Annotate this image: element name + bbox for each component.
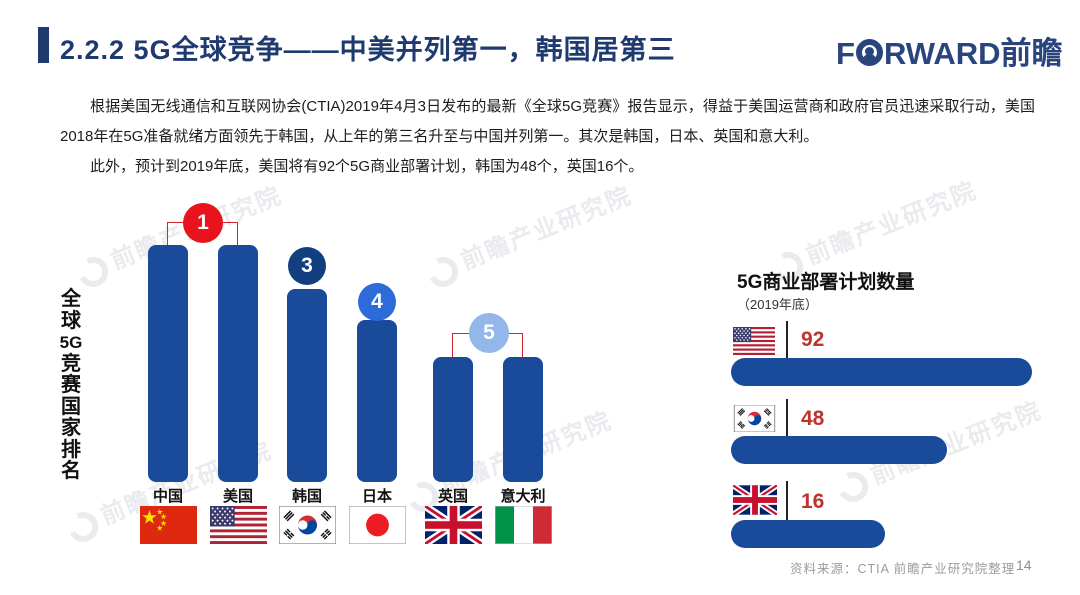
rank-badge-4: 4 (358, 283, 396, 321)
deployment-chart-title: 5G商业部署计划数量 (737, 272, 915, 293)
deployment-value-uk: 16 (801, 490, 825, 513)
italy-flag-icon (495, 506, 552, 544)
axis-tick (786, 399, 788, 437)
rank-bar-usa (218, 245, 258, 482)
deployment-bar-korea (731, 436, 947, 464)
logo-text-back: RWARD前瞻 (883, 36, 1063, 71)
watermark-swoosh-icon (834, 467, 872, 506)
deployment-value-usa: 92 (801, 328, 825, 351)
bar-label-japan: 日本 (361, 488, 392, 505)
south-korea-flag-icon (279, 506, 336, 544)
intro-text-block: 根据美国无线通信和互联网协会(CTIA)2019年4月3日发布的最新《全球5G竞… (60, 92, 1035, 182)
axis-tick (786, 481, 788, 521)
deployment-value-korea: 48 (801, 407, 825, 430)
axis-tick (786, 321, 788, 360)
usa-flag-icon (210, 506, 267, 544)
source-note: 资料来源：CTIA 前瞻产业研究院整理 (790, 562, 1016, 576)
uk-flag-icon (733, 485, 777, 515)
usa-flag-icon (733, 327, 775, 355)
rank-bar-uk (433, 357, 473, 482)
south-korea-flag-icon (733, 405, 776, 432)
intro-paragraph-2: 此外，预计到2019年底，美国将有92个5G商业部署计划，韩国为48个，英国16… (90, 158, 644, 175)
page-number: 14 (1016, 557, 1032, 573)
bar-label-usa: 美国 (222, 488, 253, 505)
rank-badge-1: 1 (183, 203, 223, 243)
bar-label-china: 中国 (152, 488, 183, 505)
watermark-swoosh-icon (424, 252, 462, 291)
forward-logo: F RWARD前瞻 (836, 28, 1062, 73)
deployment-bar-uk (731, 520, 885, 548)
bar-label-korea: 韩国 (291, 488, 322, 505)
rank-bar-korea (287, 289, 327, 482)
title-accent-bar (38, 27, 49, 63)
rank-badge-3: 3 (288, 247, 326, 285)
ranking-chart-axis-title: 全 球 5G 竞 赛 国 家 排 名 (59, 288, 83, 482)
bar-label-italy: 意大利 (500, 488, 546, 505)
bar-label-uk: 英国 (437, 488, 468, 505)
japan-flag-icon (349, 506, 406, 544)
watermark-swoosh-icon (64, 507, 102, 546)
page-title: 2.2.2 5G全球竞争——中美并列第一，韩国居第三 (60, 35, 676, 65)
logo-text-front: F (836, 36, 855, 71)
watermark: 前瞻产业研究院 (421, 176, 637, 292)
intro-paragraph-1: 根据美国无线通信和互联网协会(CTIA)2019年4月3日发布的最新《全球5G竞… (60, 98, 1035, 145)
china-flag-icon (140, 506, 197, 544)
deployment-bar-usa (731, 358, 1032, 386)
rank-bar-italy (503, 357, 543, 482)
watermark-swoosh-icon (74, 252, 112, 291)
rank-bar-china (148, 245, 188, 482)
uk-flag-icon (425, 506, 482, 544)
rank-badge-5: 5 (469, 313, 509, 353)
rank-bar-japan (357, 320, 397, 482)
deployment-chart-subtitle: （2019年底） (737, 297, 818, 312)
logo-o-icon (855, 39, 883, 66)
